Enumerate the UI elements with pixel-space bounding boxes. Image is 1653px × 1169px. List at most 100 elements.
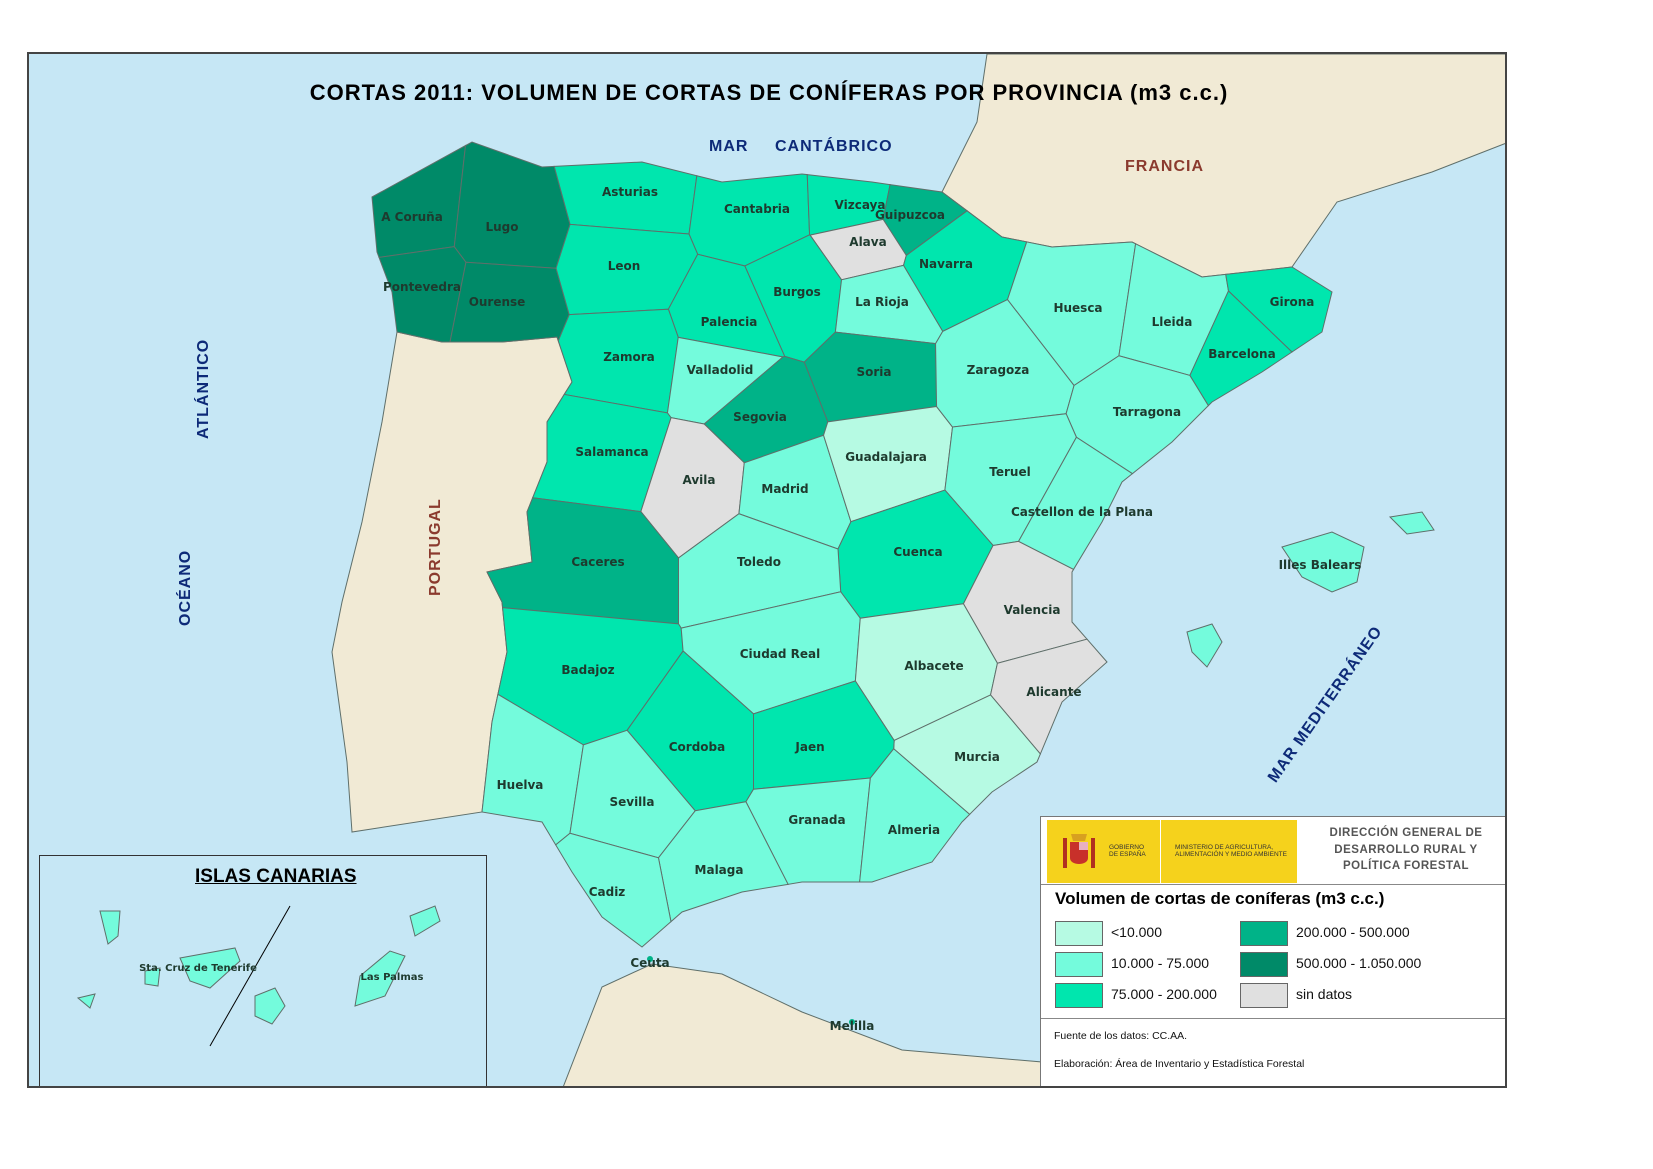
- province-label-albacete: Albacete: [904, 659, 963, 673]
- province-label-alicante: Alicante: [1026, 685, 1081, 699]
- province-illes-balears[interactable]: [1186, 511, 1435, 668]
- province-label-avila: Avila: [682, 473, 715, 487]
- province-label-almeria: Almeria: [888, 823, 940, 837]
- province-label-pontevedra: Pontevedra: [383, 280, 461, 294]
- province-a-coruna[interactable]: [371, 144, 467, 258]
- legend-swatch: [1240, 983, 1288, 1008]
- province-label-alava: Alava: [849, 235, 886, 249]
- legend-swatch: [1240, 921, 1288, 946]
- canarias-inset: ISLAS CANARIAS Sta. Cruz de Tenerife Las …: [39, 855, 487, 1086]
- island: [144, 967, 161, 987]
- province-almeria[interactable]: [859, 748, 971, 883]
- province-label-badajoz: Badajoz: [561, 663, 614, 677]
- canarias-label: Sta. Cruz de Tenerife: [139, 963, 257, 974]
- logo-ministerio: MINISTERIO DE AGRICULTURA, ALIMENTACIÓN …: [1175, 844, 1287, 858]
- province-label-cadiz: Cadiz: [589, 885, 626, 899]
- province-label-tarragona: Tarragona: [1113, 405, 1181, 419]
- legend-label: 200.000 - 500.000: [1296, 924, 1410, 941]
- melilla-label: Melilla: [830, 1019, 875, 1033]
- legend-item: 75.000 - 200.000: [1055, 983, 1217, 1008]
- province-label-segovia: Segovia: [733, 410, 787, 424]
- island: [354, 950, 406, 1007]
- island: [254, 987, 286, 1025]
- province-label-salamanca: Salamanca: [575, 445, 648, 459]
- province-label-asturias: Asturias: [602, 185, 658, 199]
- province-lugo[interactable]: [453, 141, 571, 269]
- map-frame: A Coruña Lugo Pontevedra Ourense Asturias Can…: [27, 52, 1507, 1088]
- province-label-ourense: Ourense: [469, 295, 526, 309]
- province-label-madrid: Madrid: [761, 482, 808, 496]
- island: [1281, 531, 1365, 593]
- province-label-caceres: Caceres: [571, 555, 624, 569]
- country-label-portugal: PORTUGAL: [427, 498, 444, 596]
- province-label-toledo: Toledo: [737, 555, 781, 569]
- legend-label: 75.000 - 200.000: [1111, 986, 1217, 1003]
- legend-item: 10.000 - 75.000: [1055, 952, 1209, 977]
- province-cadiz[interactable]: [555, 832, 672, 948]
- country-label-francia: FRANCIA: [1125, 158, 1204, 175]
- africa-land: [563, 963, 1043, 1086]
- province-label-girona: Girona: [1270, 295, 1315, 309]
- island: [179, 947, 241, 989]
- province-label-guadalajara: Guadalajara: [845, 450, 927, 464]
- legend-swatch: [1055, 952, 1103, 977]
- province-label-leon: Leon: [608, 259, 641, 273]
- province-label-illes-balears: Illes Balears: [1279, 558, 1362, 572]
- direccion-general: DIRECCIÓN GENERAL DE DESARROLLO RURAL Y …: [1329, 827, 1483, 872]
- legend-item: <10.000: [1055, 921, 1162, 946]
- island: [409, 905, 441, 937]
- province-label-burgos: Burgos: [773, 285, 821, 299]
- divider: [1041, 1018, 1505, 1019]
- island: [99, 910, 121, 945]
- province-las-palmas[interactable]: [254, 905, 441, 1025]
- coat-of-arms-icon: [1063, 834, 1095, 868]
- province-label-huesca: Huesca: [1053, 301, 1102, 315]
- legend-swatch: [1055, 983, 1103, 1008]
- province-label-cordoba: Cordoba: [669, 740, 726, 754]
- provinces: [371, 141, 1333, 948]
- province-label-sevilla: Sevilla: [609, 795, 654, 809]
- province-label-soria: Soria: [856, 365, 891, 379]
- province-label-huelva: Huelva: [497, 778, 544, 792]
- ceuta-marker: [647, 956, 653, 962]
- province-label-lleida: Lleida: [1152, 315, 1193, 329]
- data-source: Fuente de los datos: CC.AA.: [1054, 1030, 1188, 1042]
- canarias-label: Las Palmas: [361, 972, 424, 983]
- legend: GOBIERNO DE ESPAÑA MINISTERIO DE AGRICUL…: [1040, 816, 1505, 1086]
- province-label-valladolid: Valladolid: [687, 363, 754, 377]
- province-label-cantabria: Cantabria: [724, 202, 790, 216]
- legend-label: <10.000: [1111, 924, 1162, 941]
- sea-label-mar: MAR: [709, 138, 749, 155]
- elaboracion: Elaboración: Área de Inventario y Estadí…: [1054, 1058, 1305, 1070]
- canarias-title: ISLAS CANARIAS: [195, 866, 357, 887]
- province-sta-cruz-de-tenerife[interactable]: [76, 910, 241, 1009]
- province-label-teruel: Teruel: [989, 465, 1030, 479]
- island: [1388, 511, 1435, 535]
- province-label-valencia: Valencia: [1004, 603, 1061, 617]
- sea-label-atlantico: ATLÁNTICO: [195, 338, 212, 439]
- province-label-cuenca: Cuenca: [893, 545, 942, 559]
- legend-label: 10.000 - 75.000: [1111, 955, 1210, 972]
- province-label-zamora: Zamora: [603, 350, 655, 364]
- province-label-guipuzcoa: Guipuzcoa: [875, 208, 945, 222]
- province-label-granada: Granada: [788, 813, 845, 827]
- map-title: CORTAS 2011: VOLUMEN DE CORTAS DE CONÍFE…: [309, 80, 1229, 105]
- sea-label-oceano: OCÉANO: [177, 549, 194, 626]
- province-label-murcia: Murcia: [954, 750, 1000, 764]
- melilla-marker: [849, 1019, 855, 1025]
- legend-swatch: [1055, 921, 1103, 946]
- canarias-map: Sta. Cruz de Tenerife Las Palmas: [76, 905, 441, 1047]
- province-label-la-rioja: La Rioja: [855, 295, 909, 309]
- ceuta-label: Ceuta: [630, 956, 669, 970]
- province-label-jaen: Jaen: [794, 740, 824, 754]
- legend-title: Volumen de cortas de coníferas (m3 c.c.): [1055, 889, 1385, 908]
- province-label-palencia: Palencia: [701, 315, 758, 329]
- legend-item: 200.000 - 500.000: [1240, 921, 1410, 946]
- province-label-ciudad-real: Ciudad Real: [740, 647, 821, 661]
- province-pontevedra[interactable]: [378, 246, 467, 343]
- province-label-navarra: Navarra: [919, 257, 973, 271]
- legend-swatch: [1240, 952, 1288, 977]
- province-label-zaragoza: Zaragoza: [967, 363, 1030, 377]
- island: [1186, 623, 1223, 668]
- sea-label-cantabrico: CANTÁBRICO: [775, 138, 893, 155]
